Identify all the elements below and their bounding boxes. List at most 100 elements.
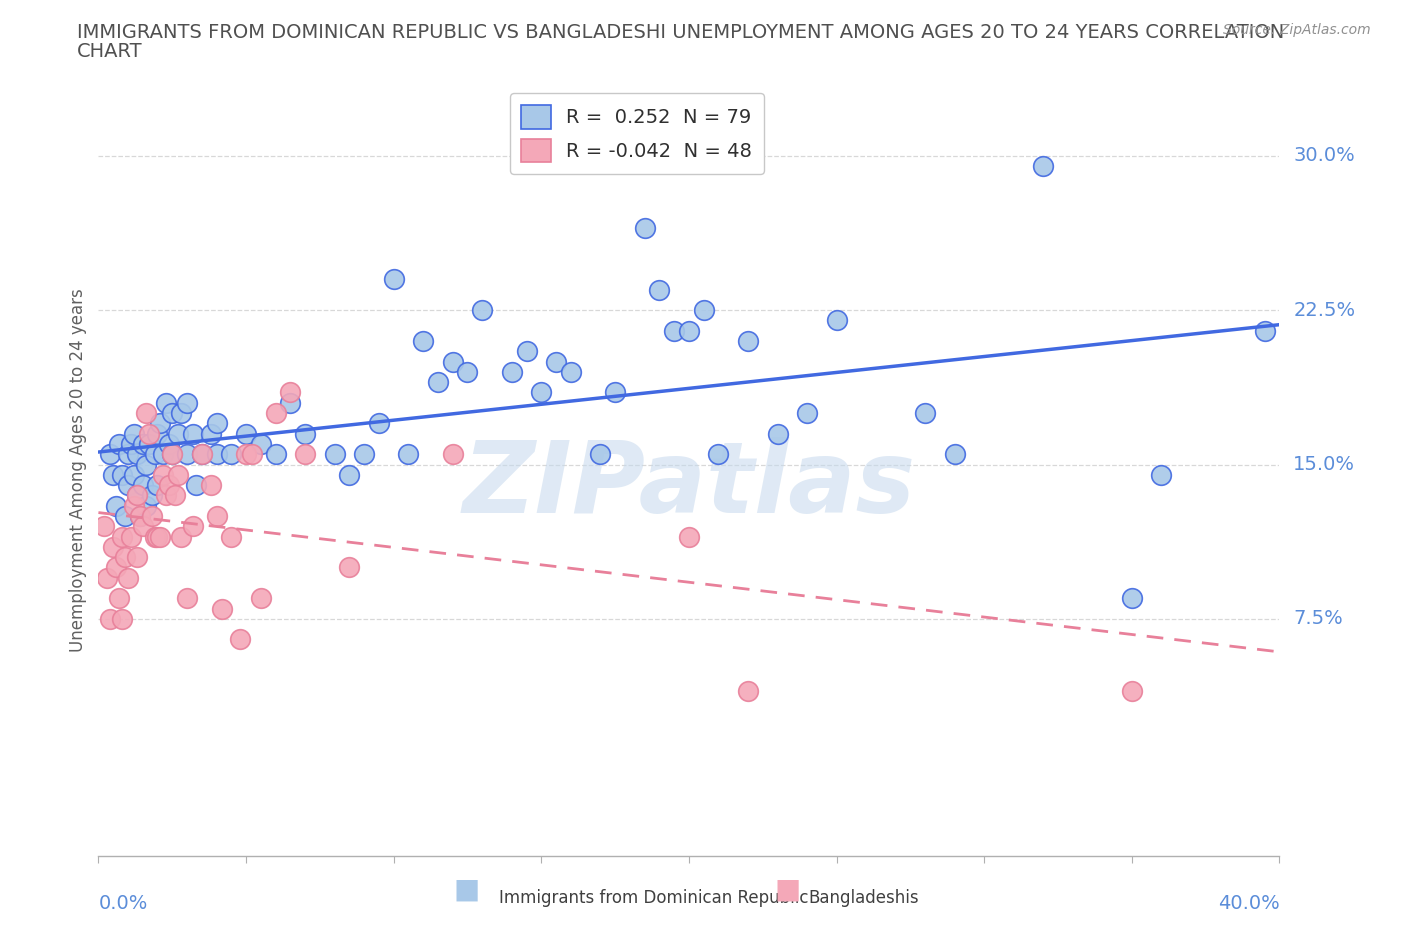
Point <box>176 446 198 461</box>
Point <box>766 426 789 441</box>
Point <box>1032 159 1054 174</box>
Point <box>678 529 700 544</box>
Point <box>221 446 243 461</box>
Point <box>146 529 169 544</box>
Point <box>546 354 568 369</box>
Point <box>176 395 198 410</box>
Point <box>149 416 172 431</box>
Point <box>143 529 166 544</box>
Point <box>914 405 936 420</box>
Point <box>111 468 134 483</box>
Point <box>146 478 169 493</box>
Point <box>678 324 700 339</box>
Text: ZIPatlas: ZIPatlas <box>463 436 915 534</box>
Point <box>125 488 148 503</box>
Point <box>146 426 169 441</box>
Point <box>122 426 145 441</box>
Text: 0.0%: 0.0% <box>98 895 148 913</box>
Point <box>191 446 214 461</box>
Point <box>181 426 204 441</box>
Point <box>457 365 479 379</box>
Point <box>114 509 136 524</box>
Point <box>141 509 163 524</box>
Point <box>294 426 316 441</box>
Point <box>648 282 671 297</box>
Text: ■: ■ <box>454 876 479 904</box>
Point <box>120 529 142 544</box>
Point <box>205 416 228 431</box>
Point <box>132 478 155 493</box>
Point <box>111 611 134 626</box>
Point <box>170 405 193 420</box>
Point <box>132 519 155 534</box>
Point <box>471 302 494 317</box>
Point <box>280 395 302 410</box>
Point <box>191 446 214 461</box>
Legend: R =  0.252  N = 79, R = -0.042  N = 48: R = 0.252 N = 79, R = -0.042 N = 48 <box>510 93 763 174</box>
Point <box>235 426 257 441</box>
Point <box>221 529 243 544</box>
Point <box>707 446 730 461</box>
Point <box>138 426 160 441</box>
Point <box>441 446 464 461</box>
Point <box>149 529 172 544</box>
Point <box>1121 684 1143 698</box>
Point <box>93 519 115 534</box>
Text: 15.0%: 15.0% <box>1294 455 1355 474</box>
Point <box>122 468 145 483</box>
Text: IMMIGRANTS FROM DOMINICAN REPUBLIC VS BANGLADESHI UNEMPLOYMENT AMONG AGES 20 TO : IMMIGRANTS FROM DOMINICAN REPUBLIC VS BA… <box>77 23 1285 42</box>
Point <box>825 313 848 328</box>
Point <box>240 446 263 461</box>
Point <box>323 446 346 461</box>
Point <box>693 302 716 317</box>
Point <box>128 509 150 524</box>
Point <box>128 509 150 524</box>
Point <box>1150 468 1173 483</box>
Text: 30.0%: 30.0% <box>1294 146 1355 166</box>
Point <box>943 446 966 461</box>
Point <box>96 570 118 585</box>
Point <box>167 426 190 441</box>
Point <box>135 498 157 513</box>
Point <box>427 375 450 390</box>
Point <box>111 529 134 544</box>
Point <box>103 468 125 483</box>
Point <box>664 324 686 339</box>
Point <box>1254 324 1277 339</box>
Text: 7.5%: 7.5% <box>1294 609 1343 629</box>
Point <box>170 529 193 544</box>
Point <box>1121 591 1143 605</box>
Point <box>205 509 228 524</box>
Text: Immigrants from Dominican Republic: Immigrants from Dominican Republic <box>499 889 808 907</box>
Point <box>162 446 183 461</box>
Point <box>368 416 391 431</box>
Point <box>229 632 252 647</box>
Point <box>339 560 361 575</box>
Point <box>143 446 166 461</box>
Text: Bangladeshis: Bangladeshis <box>808 889 920 907</box>
Point <box>530 385 553 400</box>
Point <box>105 560 128 575</box>
Point <box>122 498 145 513</box>
Point <box>152 446 174 461</box>
Text: 22.5%: 22.5% <box>1294 300 1355 320</box>
Point <box>181 519 204 534</box>
Point <box>634 220 657 235</box>
Text: CHART: CHART <box>77 42 143 60</box>
Point <box>737 334 759 349</box>
Point <box>155 395 177 410</box>
Text: ■: ■ <box>775 876 800 904</box>
Point <box>162 446 183 461</box>
Point <box>157 478 180 493</box>
Point <box>605 385 627 400</box>
Point <box>796 405 818 420</box>
Point <box>200 478 222 493</box>
Point <box>280 385 302 400</box>
Point <box>165 488 187 503</box>
Point <box>382 272 405 286</box>
Point <box>135 405 157 420</box>
Y-axis label: Unemployment Among Ages 20 to 24 years: Unemployment Among Ages 20 to 24 years <box>69 287 87 652</box>
Point <box>108 591 131 605</box>
Point <box>162 405 183 420</box>
Point <box>441 354 464 369</box>
